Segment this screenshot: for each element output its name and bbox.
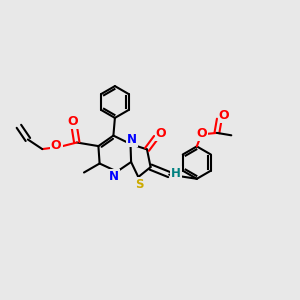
Text: O: O bbox=[196, 127, 207, 140]
Text: H: H bbox=[171, 167, 181, 180]
Text: N: N bbox=[127, 133, 137, 146]
Text: O: O bbox=[156, 127, 167, 140]
Text: S: S bbox=[135, 178, 144, 191]
Text: N: N bbox=[109, 169, 119, 183]
Text: O: O bbox=[67, 115, 78, 128]
Text: O: O bbox=[51, 139, 62, 152]
Text: O: O bbox=[219, 109, 230, 122]
